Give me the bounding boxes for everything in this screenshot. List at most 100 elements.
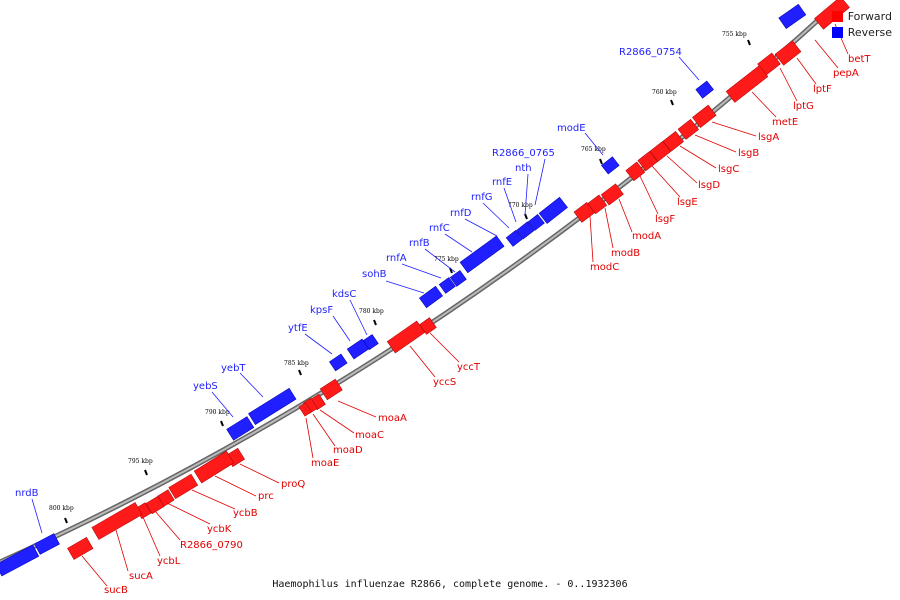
gene-arrow[interactable]	[449, 270, 467, 287]
forward-swatch	[831, 10, 843, 22]
gene-label[interactable]: yccS	[433, 377, 456, 388]
gene-arrow[interactable]	[145, 495, 165, 515]
gene-label[interactable]: lptG	[793, 101, 814, 112]
tick-label: 775 kbp	[434, 256, 459, 263]
gene-arrow[interactable]	[725, 65, 769, 103]
gene-arrow[interactable]	[298, 402, 312, 417]
gene-label[interactable]: pepA	[833, 68, 859, 79]
tick-label: 780 kbp	[359, 308, 384, 315]
gene-label[interactable]: lptF	[813, 84, 832, 95]
gene-label[interactable]: yebS	[193, 381, 218, 392]
gene-label[interactable]: lsgD	[698, 180, 720, 191]
gene-label[interactable]: sucB	[104, 585, 128, 596]
gene-arrow[interactable]	[601, 156, 620, 175]
gene-arrow[interactable]	[226, 416, 255, 441]
gene-arrow[interactable]	[505, 230, 523, 247]
legend-reverse: Reverse	[831, 24, 892, 40]
forward-genes	[67, 0, 850, 560]
reverse-genes	[0, 3, 807, 577]
gene-label[interactable]: rnfC	[429, 223, 450, 234]
gene-label[interactable]: yccT	[457, 362, 481, 373]
legend-forward: Forward	[831, 8, 892, 24]
gene-arrow[interactable]	[538, 196, 568, 224]
gene-label[interactable]: nrdB	[15, 488, 39, 499]
tick-label: 800 kbp	[49, 505, 74, 512]
legend-reverse-label: Reverse	[847, 25, 892, 39]
gene-arrow[interactable]	[419, 317, 437, 335]
gene-label[interactable]: betT	[848, 54, 871, 65]
gene-arrow[interactable]	[34, 533, 60, 555]
gene-arrow[interactable]	[419, 285, 443, 309]
gene-label[interactable]: R2866_0754	[619, 47, 682, 58]
gene-arrow[interactable]	[248, 387, 297, 425]
gene-arrow[interactable]	[637, 150, 658, 172]
gene-label[interactable]: sohB	[362, 269, 387, 280]
gene-label[interactable]: moaC	[355, 430, 384, 441]
gene-label[interactable]: rnfB	[409, 238, 430, 249]
genome-backbone	[0, 0, 842, 565]
gene-arrow[interactable]	[516, 221, 535, 240]
gene-arrow[interactable]	[677, 118, 699, 140]
gene-arrow[interactable]	[193, 450, 235, 484]
gene-label[interactable]: lsgF	[655, 214, 675, 225]
gene-arrow[interactable]	[778, 3, 807, 29]
gene-label[interactable]: moaE	[311, 458, 339, 469]
tick-label: 770 kbp	[508, 202, 533, 209]
gene-arrow[interactable]	[329, 353, 348, 372]
gene-arrow[interactable]	[649, 140, 671, 162]
gene-label[interactable]: rnfG	[471, 192, 493, 203]
gene-label[interactable]: moaA	[378, 413, 407, 424]
gene-label[interactable]: sucA	[129, 571, 153, 582]
tick-label: 760 kbp	[652, 89, 677, 96]
gene-label[interactable]: proQ	[281, 479, 305, 490]
gene-arrow[interactable]	[386, 320, 426, 354]
gene-label[interactable]: R2866_0765	[492, 148, 555, 159]
gene-label[interactable]: nth	[515, 163, 532, 174]
gene-label[interactable]: lsgB	[738, 148, 759, 159]
gene-arrow[interactable]	[695, 80, 714, 99]
gene-label[interactable]: ytfE	[288, 323, 308, 334]
gene-label[interactable]: prc	[258, 491, 274, 502]
gene-label[interactable]: rnfD	[450, 208, 472, 219]
gene-arrow[interactable]	[625, 161, 646, 182]
map-caption: Haemophilus influenzae R2866, complete g…	[272, 579, 628, 590]
gene-label[interactable]: R2866_0790	[180, 540, 243, 551]
gene-label[interactable]: moaD	[333, 445, 363, 456]
gene-label[interactable]: modC	[590, 262, 619, 273]
gene-label[interactable]: lsgE	[677, 197, 698, 208]
gene-label[interactable]: rnfE	[492, 177, 512, 188]
legend: Forward Reverse	[831, 8, 892, 40]
tick-label: 765 kbp	[581, 146, 606, 153]
gene-label[interactable]: metE	[772, 117, 798, 128]
gene-label[interactable]: modE	[557, 123, 586, 134]
gene-arrow[interactable]	[573, 202, 595, 223]
gene-arrow[interactable]	[527, 214, 545, 231]
gene-arrow[interactable]	[168, 473, 199, 500]
reverse-swatch	[831, 26, 843, 38]
gene-label[interactable]: lsgA	[758, 132, 779, 143]
scale-ticks: 755 kbp 760 kbp 765 kbp 770 kbp 775 kbp …	[49, 31, 751, 524]
gene-label[interactable]: rnfA	[386, 253, 407, 264]
gene-label[interactable]: kpsF	[310, 305, 333, 316]
gene-label[interactable]: kdsC	[332, 289, 356, 300]
gene-label[interactable]: modB	[611, 248, 640, 259]
gene-label[interactable]: ycbK	[207, 524, 232, 535]
gene-arrow[interactable]	[319, 378, 343, 401]
tick-label: 755 kbp	[722, 31, 747, 38]
gene-arrow[interactable]	[346, 338, 370, 360]
gene-arrow[interactable]	[91, 502, 143, 540]
gene-arrow[interactable]	[774, 40, 802, 66]
gene-arrow[interactable]	[0, 544, 40, 577]
gene-arrow[interactable]	[67, 536, 94, 560]
gene-label[interactable]: ycbB	[233, 508, 258, 519]
gene-label[interactable]: modA	[632, 231, 661, 242]
gene-arrow[interactable]	[692, 104, 717, 129]
gene-arrow[interactable]	[600, 183, 624, 206]
tick-label: 790 kbp	[205, 409, 230, 416]
gene-arrow[interactable]	[438, 277, 456, 294]
gene-label[interactable]: lsgC	[718, 164, 739, 175]
gene-arrow[interactable]	[662, 130, 684, 152]
gene-label[interactable]: yebT	[221, 363, 246, 374]
gene-arrow[interactable]	[459, 235, 505, 274]
gene-label[interactable]: ycbL	[157, 556, 181, 567]
